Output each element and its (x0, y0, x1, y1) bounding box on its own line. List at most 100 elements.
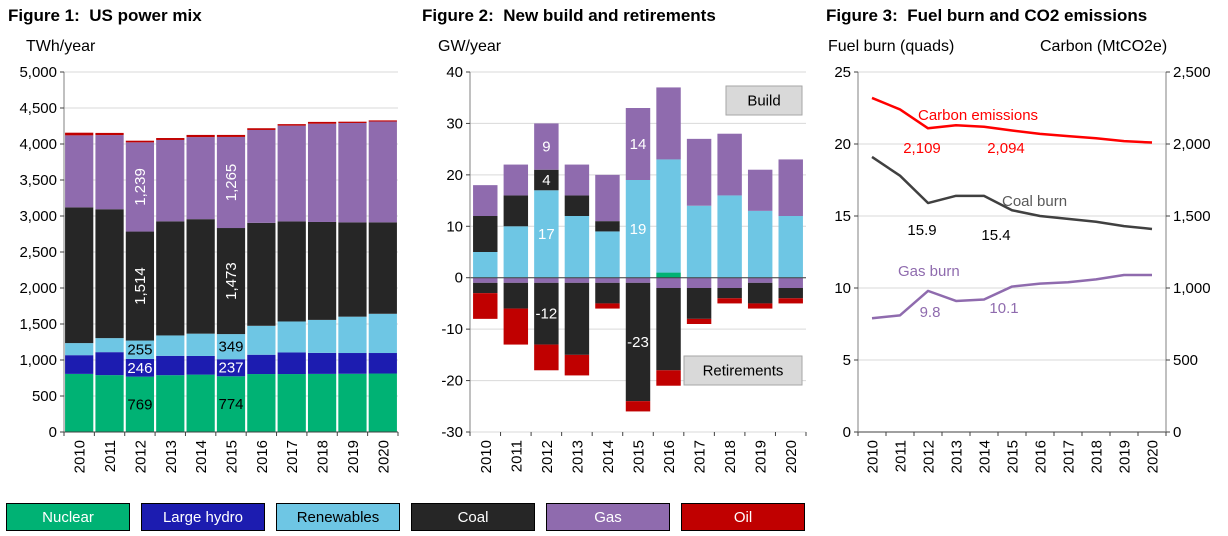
figure-3-panel: Figure 3: Fuel burn and CO2 emissions Fu… (818, 0, 1228, 500)
svg-text:2010: 2010 (72, 440, 89, 473)
legend-item-nuclear: Nuclear (6, 503, 130, 531)
svg-text:19: 19 (630, 221, 647, 238)
svg-text:255: 255 (127, 342, 152, 359)
svg-text:2,109: 2,109 (903, 140, 941, 157)
svg-text:2020: 2020 (783, 440, 800, 473)
svg-text:2012: 2012 (132, 440, 149, 473)
svg-text:2011: 2011 (508, 440, 525, 472)
svg-text:500: 500 (32, 388, 57, 405)
svg-text:2017: 2017 (284, 440, 301, 473)
svg-text:769: 769 (127, 396, 152, 413)
svg-text:1,239: 1,239 (132, 168, 149, 206)
svg-text:0: 0 (455, 270, 463, 287)
figure-3-right-axis-title: Carbon (MtCO2e) (1040, 38, 1168, 55)
svg-text:2014: 2014 (600, 440, 617, 473)
svg-text:2,000: 2,000 (1173, 136, 1211, 153)
svg-text:2020: 2020 (1145, 440, 1162, 473)
svg-text:2015: 2015 (1005, 440, 1022, 473)
svg-text:10.1: 10.1 (989, 300, 1018, 317)
figure-2-y-axis-title: GW/year (438, 38, 502, 55)
legend-item-renewables: Renewables (276, 503, 400, 531)
svg-text:2018: 2018 (722, 440, 739, 473)
svg-text:5: 5 (843, 352, 851, 369)
svg-text:4: 4 (542, 172, 550, 189)
svg-text:17: 17 (538, 226, 555, 243)
svg-text:Carbon emissions: Carbon emissions (918, 107, 1038, 124)
svg-text:4,500: 4,500 (19, 100, 57, 117)
legend-item-large-hydro: Large hydro (141, 503, 265, 531)
svg-text:1,514: 1,514 (132, 267, 149, 305)
svg-text:2018: 2018 (315, 440, 332, 473)
svg-text:2011: 2011 (893, 440, 910, 472)
svg-text:0: 0 (1173, 424, 1181, 441)
figure-2-panel: Figure 2: New build and retirements GW/y… (414, 0, 816, 500)
svg-text:15.4: 15.4 (981, 227, 1010, 244)
svg-text:2,094: 2,094 (987, 140, 1025, 157)
svg-text:9.8: 9.8 (920, 304, 941, 321)
figure-2-title: Figure 2: New build and retirements (422, 6, 716, 25)
svg-text:0: 0 (843, 424, 851, 441)
svg-text:2,000: 2,000 (19, 280, 57, 297)
fuel-burn-co2-line-chart: 0 5 10 15 20 25 0 500 1,000 1,500 2,000 2,500 2010 20… (834, 64, 1211, 473)
svg-text:Build: Build (747, 93, 780, 110)
svg-text:-30: -30 (441, 424, 463, 441)
svg-text:5,000: 5,000 (19, 64, 57, 81)
svg-text:2013: 2013 (163, 440, 180, 473)
svg-text:1,000: 1,000 (19, 352, 57, 369)
svg-text:2019: 2019 (1117, 440, 1134, 473)
svg-text:20: 20 (446, 167, 463, 184)
figure-1-y-axis-title: TWh/year (26, 38, 96, 55)
svg-text:40: 40 (446, 64, 463, 81)
svg-text:246: 246 (127, 360, 152, 377)
svg-text:2011: 2011 (102, 440, 119, 472)
svg-text:237: 237 (218, 360, 243, 377)
svg-text:-10: -10 (441, 321, 463, 338)
svg-text:-20: -20 (441, 373, 463, 390)
svg-text:2012: 2012 (539, 440, 556, 473)
svg-text:10: 10 (834, 280, 851, 297)
svg-text:2017: 2017 (692, 440, 709, 473)
svg-text:774: 774 (218, 396, 243, 413)
svg-text:349: 349 (218, 339, 243, 356)
svg-text:25: 25 (834, 64, 851, 81)
svg-text:2014: 2014 (977, 440, 994, 473)
svg-text:2019: 2019 (345, 440, 362, 473)
svg-text:15: 15 (834, 208, 851, 225)
svg-text:Coal burn: Coal burn (1002, 193, 1067, 210)
svg-text:2015: 2015 (631, 440, 648, 473)
svg-text:2020: 2020 (375, 440, 392, 473)
svg-text:2013: 2013 (949, 440, 966, 473)
svg-text:2016: 2016 (1033, 440, 1050, 473)
svg-text:2010: 2010 (478, 440, 495, 473)
chart-legend: Nuclear Large hydro Renewables Coal Gas Oil (6, 503, 805, 531)
svg-text:15.9: 15.9 (907, 222, 936, 239)
figure-1-panel: Figure 1: US power mix TWh/year 0 500 1,00… (0, 0, 412, 500)
svg-text:2016: 2016 (661, 440, 678, 473)
svg-text:4,000: 4,000 (19, 136, 57, 153)
svg-text:Gas burn: Gas burn (898, 263, 960, 280)
svg-text:2012: 2012 (921, 440, 938, 473)
svg-text:2,500: 2,500 (19, 244, 57, 261)
svg-text:2,500: 2,500 (1173, 64, 1211, 81)
svg-text:-23: -23 (627, 334, 649, 351)
svg-text:500: 500 (1173, 352, 1198, 369)
svg-text:Retirements: Retirements (703, 363, 784, 380)
svg-text:3,500: 3,500 (19, 172, 57, 189)
svg-text:2013: 2013 (569, 440, 586, 473)
legend-item-oil: Oil (681, 503, 805, 531)
svg-text:9: 9 (542, 139, 550, 156)
svg-text:20: 20 (834, 136, 851, 153)
svg-text:10: 10 (446, 218, 463, 235)
figure-3-title: Figure 3: Fuel burn and CO2 emissions (826, 6, 1148, 25)
legend-item-coal: Coal (411, 503, 535, 531)
svg-text:2017: 2017 (1061, 440, 1078, 473)
power-mix-stacked-bar-chart: 0 500 1,000 1,500 2,000 2,500 3,000 3,500 4,000 4… (19, 64, 399, 473)
svg-text:1,265: 1,265 (223, 164, 240, 202)
svg-text:2019: 2019 (753, 440, 770, 473)
svg-text:-12: -12 (536, 306, 558, 323)
svg-text:2018: 2018 (1089, 440, 1106, 473)
svg-text:30: 30 (446, 115, 463, 132)
svg-text:2016: 2016 (254, 440, 271, 473)
svg-text:2014: 2014 (193, 440, 210, 473)
svg-text:1,500: 1,500 (19, 316, 57, 333)
